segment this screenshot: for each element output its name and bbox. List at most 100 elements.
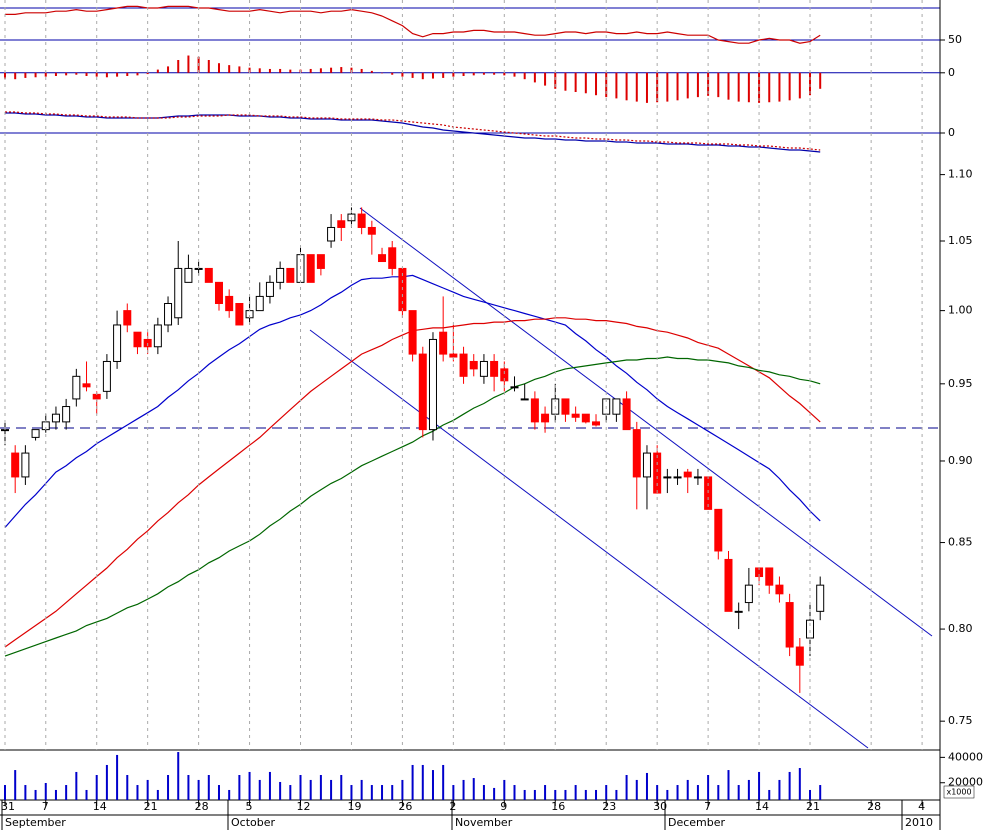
bar xyxy=(309,779,312,800)
x-tick-label: 23 xyxy=(602,800,616,813)
candle-body xyxy=(765,567,774,586)
bar xyxy=(116,72,119,77)
bar xyxy=(656,785,659,800)
candle-body xyxy=(92,393,101,400)
trend-line xyxy=(359,207,933,637)
candle-body xyxy=(724,558,733,612)
x-tick-label: 9 xyxy=(500,800,507,813)
y-tick-label: 20000 xyxy=(948,776,983,789)
bar xyxy=(778,72,781,102)
x-tick-label: 12 xyxy=(297,800,311,813)
bar xyxy=(717,72,720,98)
bar xyxy=(605,785,608,800)
bar xyxy=(370,785,373,800)
candle-body xyxy=(683,471,692,478)
candle-body xyxy=(51,413,60,423)
bar xyxy=(156,789,159,800)
bar xyxy=(14,770,17,800)
line-series xyxy=(4,356,821,657)
bar xyxy=(554,789,557,800)
month-label: November xyxy=(455,816,513,829)
bar xyxy=(279,781,282,800)
bar xyxy=(207,60,210,73)
bar xyxy=(85,72,88,76)
x-tick-label: 21 xyxy=(144,800,158,813)
bar xyxy=(482,785,485,800)
candle-body xyxy=(571,413,580,418)
y-tick-label: 1.05 xyxy=(948,234,973,247)
candle-body xyxy=(11,452,20,478)
candle-body xyxy=(174,267,183,319)
candle-body xyxy=(418,353,427,431)
candle-body xyxy=(714,508,723,552)
bar xyxy=(493,787,496,800)
bar xyxy=(523,789,526,800)
candle-body xyxy=(62,406,71,423)
x-tick-label: 28 xyxy=(867,800,881,813)
x-tick-label: 19 xyxy=(347,800,361,813)
candle-body xyxy=(428,338,437,431)
bar xyxy=(696,785,699,800)
candle-body xyxy=(337,220,346,228)
candle-body xyxy=(388,247,397,269)
bar xyxy=(574,785,577,800)
bar xyxy=(319,68,322,73)
bar xyxy=(360,779,363,800)
bar xyxy=(758,771,761,800)
month-label: September xyxy=(5,816,66,829)
bar xyxy=(625,775,628,800)
bar xyxy=(268,68,271,73)
candle-body xyxy=(744,584,753,604)
bar xyxy=(44,72,47,77)
candle-body xyxy=(153,324,162,348)
candle-body xyxy=(561,398,570,415)
y-tick-label: 1.00 xyxy=(948,304,973,317)
candle-body xyxy=(306,254,315,283)
bar xyxy=(564,72,567,91)
bar xyxy=(503,779,506,800)
bar xyxy=(167,66,170,73)
unit-box xyxy=(943,785,975,799)
candle-body xyxy=(286,267,295,283)
y-tick-label: 50 xyxy=(948,33,962,46)
bar xyxy=(768,72,771,103)
candle-body xyxy=(133,331,142,348)
month-label: October xyxy=(231,816,275,829)
bar xyxy=(707,775,710,800)
candle-body xyxy=(184,267,193,283)
x-tick-label: 14 xyxy=(93,800,107,813)
bar xyxy=(462,779,465,800)
bar xyxy=(584,789,587,800)
bar xyxy=(238,775,241,800)
bar xyxy=(4,72,6,79)
candle-body xyxy=(265,281,274,297)
candle-body xyxy=(785,602,794,648)
bar xyxy=(656,72,659,103)
bar xyxy=(819,785,822,800)
bar xyxy=(177,60,180,73)
bar xyxy=(146,779,149,800)
candle-body xyxy=(612,398,621,415)
bar xyxy=(34,72,37,78)
bar xyxy=(686,779,689,800)
candle-body xyxy=(327,226,336,242)
bar xyxy=(768,789,771,800)
bar xyxy=(24,72,27,78)
bar xyxy=(126,775,129,800)
bar xyxy=(44,782,47,800)
bar xyxy=(472,72,475,76)
bar xyxy=(228,789,231,800)
x-tick-label: 7 xyxy=(42,800,49,813)
bar xyxy=(727,72,730,100)
bar xyxy=(24,785,27,800)
bar xyxy=(737,72,740,102)
bar xyxy=(431,72,434,79)
bar xyxy=(747,779,750,800)
x-tick-label: 30 xyxy=(653,800,667,813)
bar xyxy=(411,72,414,78)
bar xyxy=(381,785,384,800)
bar xyxy=(788,771,791,800)
candle-body xyxy=(459,353,468,377)
bar xyxy=(635,779,638,800)
bar xyxy=(146,72,149,75)
